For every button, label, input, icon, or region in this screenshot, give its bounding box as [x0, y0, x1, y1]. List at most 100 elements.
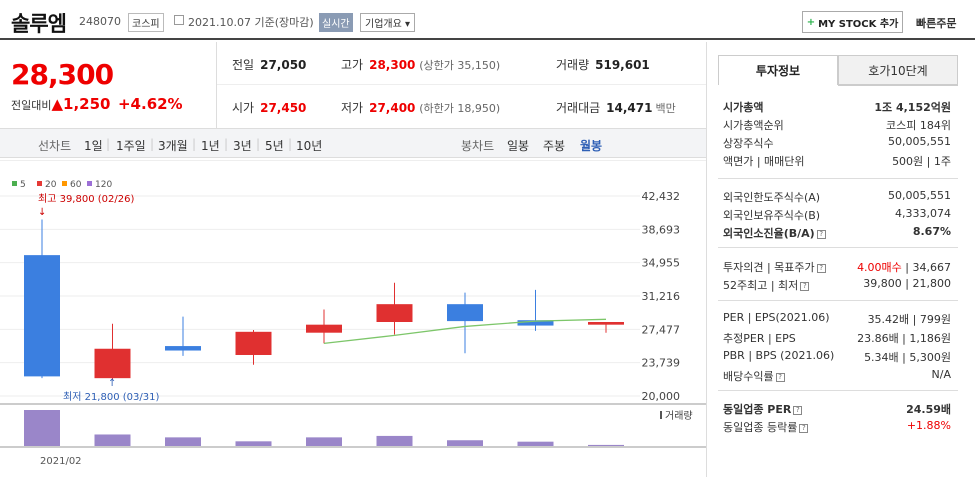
help-icon[interactable]: ? — [816, 263, 826, 273]
summary-row: 전일 27,050 고가 28,300 (상한가 35,150) 거래량 519,60… — [217, 42, 706, 85]
divider — [718, 247, 958, 248]
x-axis-label: 2021/02 — [40, 456, 82, 467]
candle-body — [376, 304, 413, 322]
info-row: 액면가 | 매매단위 500원 | 1주 — [723, 153, 951, 169]
info-label: 동일업종 PER? — [723, 401, 803, 417]
info-label-text: 외국인소진율(B/A) — [723, 227, 815, 240]
candle-body — [306, 324, 342, 333]
legend-swatch — [37, 181, 42, 186]
candle-body — [588, 321, 624, 325]
volume-bar — [165, 437, 201, 446]
info-value: +1.88% — [906, 419, 951, 432]
volume-bar — [588, 444, 624, 446]
invest-info-panel: 투자정보 호가10단계 시가총액 1조 4,152억원 시가총액순위 코스피 184위… — [706, 42, 975, 477]
info-label: 추정PER | EPS — [723, 332, 796, 345]
legend-label: 20 — [45, 180, 57, 190]
stock-code: 248070 — [79, 15, 121, 28]
info-label: 배당수익률? — [723, 368, 785, 384]
quick-order-button[interactable]: 빠른주문 — [916, 17, 957, 30]
stock-header: 솔루엠 248070 코스피 2021.10.07 기준(장마감) 실시간 기업… — [0, 0, 975, 40]
candlestick-chart: 42,432 38,693 34,955 31,216 27,477 23,739 20,0… — [0, 159, 706, 467]
info-label: 52주최고 | 최저? — [723, 277, 810, 293]
help-icon[interactable]: ? — [816, 229, 826, 239]
market-badge: 코스피 — [128, 13, 164, 32]
summary-prev-close: 전일 27,050 — [232, 56, 306, 73]
info-value: 35.42배 | 799원 — [867, 313, 951, 326]
summary-value: 27,450 — [260, 101, 307, 115]
add-my-stock-button[interactable]: + MY STOCK 추가 — [802, 11, 903, 33]
candle-body — [94, 348, 131, 379]
period-5y[interactable]: 5년 — [265, 139, 284, 153]
summary-row: 시가 27,450 저가 27,400 (하한가 18,950) 거래대금 14,47… — [217, 85, 706, 128]
volume-bar — [376, 435, 413, 446]
high-annotation: 최고 39,800 (02/26) — [38, 193, 134, 205]
help-icon[interactable]: ? — [799, 423, 809, 433]
legend-label: 120 — [95, 180, 112, 190]
info-label: 외국인한도주식수(A) — [723, 191, 821, 204]
help-icon[interactable]: ? — [800, 281, 810, 291]
volume-bar — [24, 410, 60, 446]
summary-label: 거래량 — [556, 58, 590, 72]
info-row: 배당수익률? N/A — [723, 368, 951, 384]
line-chart-label: 선차트 — [38, 139, 72, 153]
info-row: 외국인보유주식수(B) 4,333,074 — [723, 207, 951, 223]
info-row: 투자의견 | 목표주가? 4.00매수 | 34,667 — [723, 259, 951, 275]
change-amount: 1,250 — [63, 95, 111, 113]
realtime-button[interactable]: 실시간 — [319, 13, 353, 32]
summary-volume: 거래량 519,601 — [556, 56, 650, 73]
info-row: PER | EPS(2021.06) 35.42배 | 799원 — [723, 311, 951, 327]
period-1y[interactable]: 1년 — [201, 139, 220, 153]
volume-bar — [306, 437, 342, 446]
chevron-down-icon: ▾ — [405, 19, 411, 30]
stock-name: 솔루엠 — [11, 12, 67, 36]
summary-label: 시가 — [232, 101, 255, 115]
calendar-icon — [174, 15, 184, 25]
y-tick-label: 34,955 — [642, 257, 681, 270]
summary-low: 저가 27,400 (하한가 18,950) — [341, 99, 500, 116]
info-value-primary: 39,800 — [863, 277, 902, 290]
change-percent: +4.62% — [117, 95, 183, 113]
legend-swatch — [62, 181, 67, 186]
divider — [718, 178, 958, 179]
candle-weekly[interactable]: 주봉 — [543, 139, 566, 153]
divider: | — [192, 137, 197, 151]
help-icon[interactable]: ? — [793, 405, 803, 415]
period-3y[interactable]: 3년 — [233, 139, 252, 153]
company-overview-dropdown[interactable]: 기업개요 ▾ — [360, 13, 416, 32]
period-1d[interactable]: 1일 — [84, 139, 103, 153]
period-3m[interactable]: 3개월 — [158, 139, 188, 153]
period-10y[interactable]: 10년 — [296, 139, 323, 153]
candle-monthly[interactable]: 월봉 — [580, 139, 603, 153]
legend-label: 60 — [70, 180, 82, 190]
info-label-text: 시가총액 — [723, 101, 764, 114]
volume-bar — [235, 441, 272, 446]
tab-order-book[interactable]: 호가10단계 — [838, 55, 958, 85]
price-change: 전일대비▲1,250 +4.62% — [11, 95, 183, 113]
info-value: 4,333,074 — [895, 207, 951, 220]
period-1w[interactable]: 1주일 — [116, 139, 146, 153]
y-tick-label: 23,739 — [642, 357, 681, 370]
candle-body — [517, 320, 554, 326]
info-value: 1조 4,152억원 — [874, 101, 951, 114]
info-row: 52주최고 | 최저? 39,800 | 21,800 — [723, 277, 951, 293]
y-tick-label: 27,477 — [642, 323, 681, 336]
info-row: PBR | BPS (2021.06) 5.34배 | 5,300원 — [723, 349, 951, 365]
info-label: 시가총액 — [723, 99, 763, 115]
info-row: 상장주식수 50,005,551 — [723, 135, 951, 151]
info-value-primary: 4.00매수 — [857, 261, 902, 274]
info-row: 시가총액 1조 4,152억원 — [723, 99, 951, 115]
divider: | — [288, 137, 293, 151]
info-label: 동일업종 등락률? — [723, 419, 809, 435]
candle-body — [165, 346, 201, 351]
arrow-up-icon: ↑ — [108, 378, 116, 389]
legend-swatch — [87, 181, 92, 186]
info-value: 5.34배 | 5,300원 — [864, 351, 951, 364]
summary-value: 14,471 — [606, 101, 653, 115]
summary-value: 519,601 — [595, 58, 650, 72]
info-label: PBR | BPS (2021.06) — [723, 349, 835, 362]
divider: | — [106, 137, 111, 151]
tab-invest-info[interactable]: 투자정보 — [718, 55, 838, 85]
y-tick-label: 38,693 — [642, 223, 681, 236]
help-icon[interactable]: ? — [775, 372, 785, 382]
candle-daily[interactable]: 일봉 — [507, 139, 530, 153]
